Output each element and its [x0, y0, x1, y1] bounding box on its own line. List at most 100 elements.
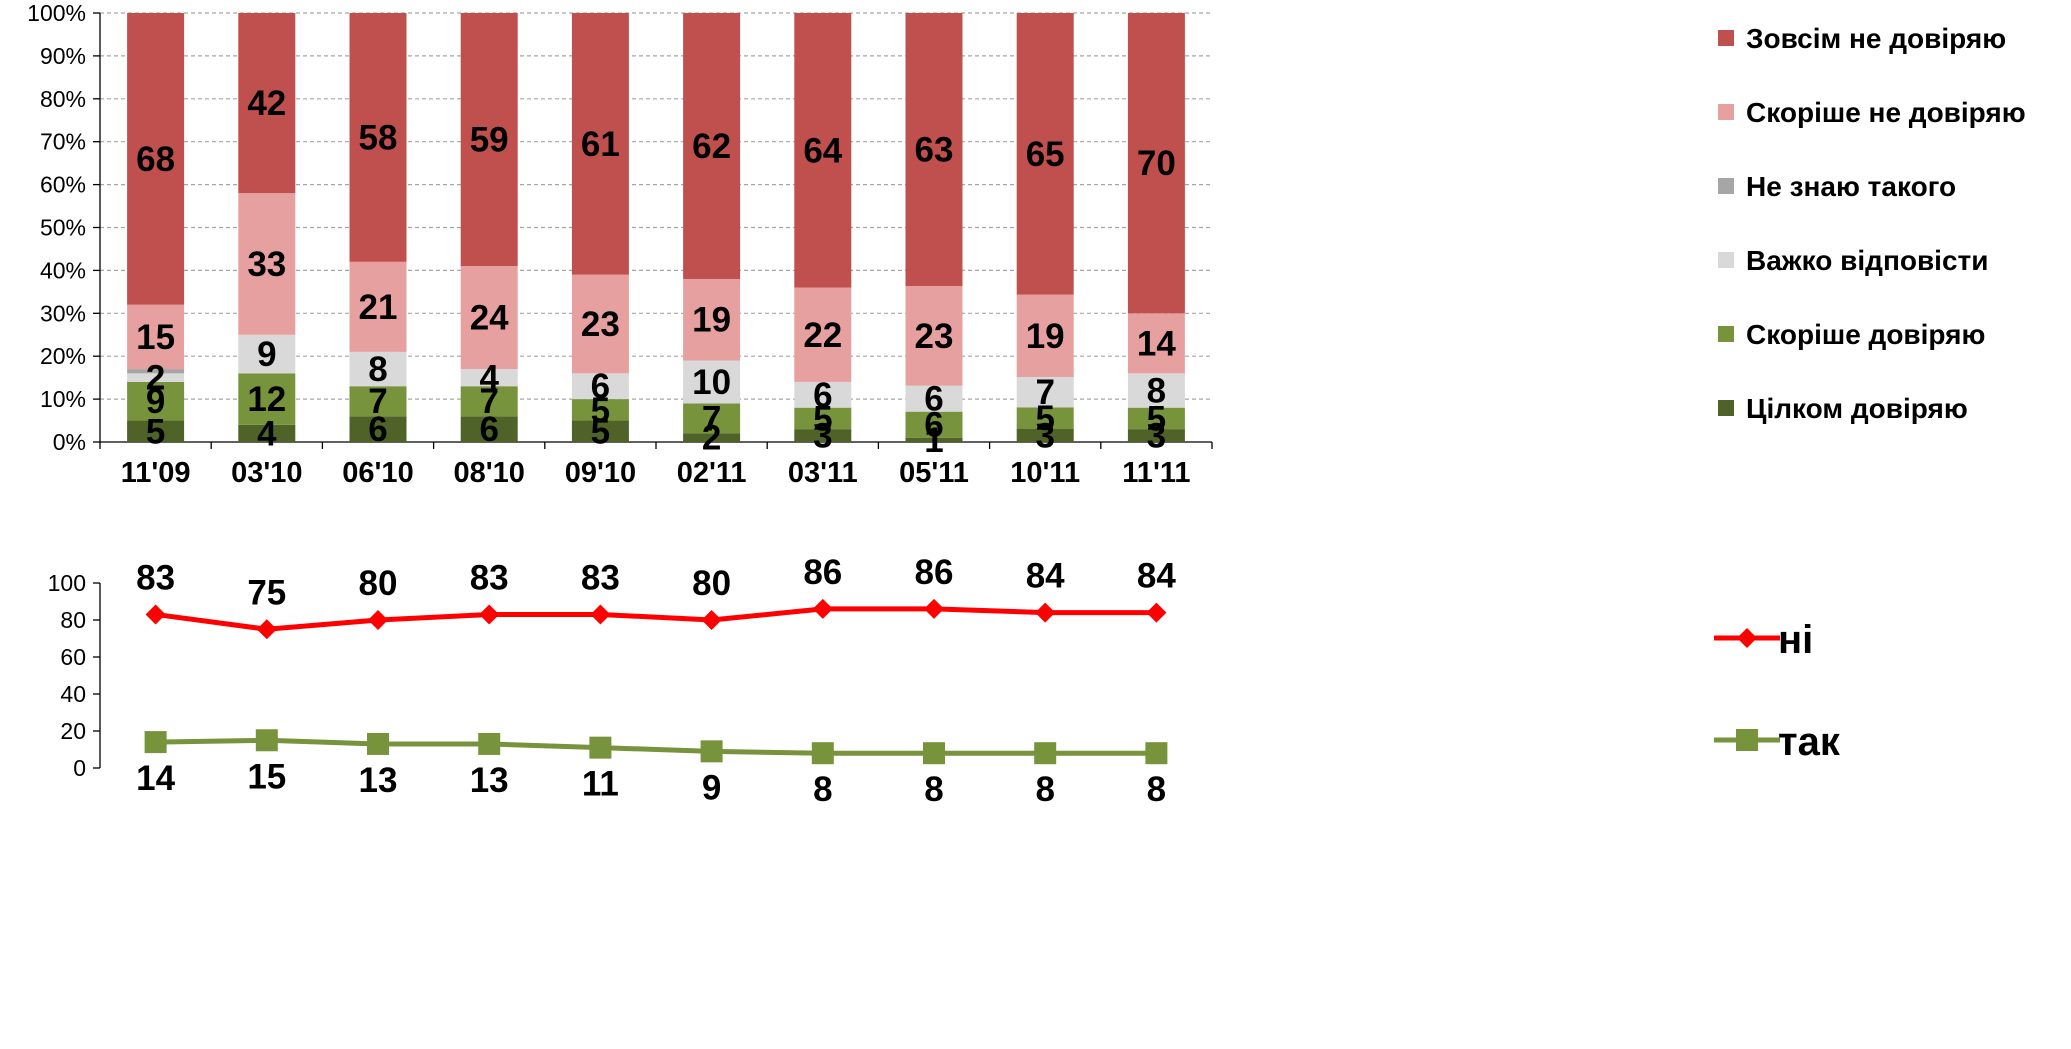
bar-segment	[460, 369, 518, 387]
data-label: 5	[146, 412, 165, 451]
bar-segment	[238, 424, 296, 442]
point-marker	[478, 732, 501, 755]
point-label: 84	[1026, 557, 1065, 596]
point-label: 80	[692, 564, 731, 603]
line-data-labels: 83 75 80 83 83 80 86 86 84 84 14 15 13 13 11 9 8 8 8 8	[136, 553, 1176, 809]
data-label: 7	[702, 399, 721, 438]
legend-swatch	[1718, 104, 1734, 120]
bar-segment	[1127, 13, 1185, 314]
point-marker	[1035, 602, 1056, 623]
data-label: 2	[702, 419, 721, 458]
point-label: 11	[582, 765, 619, 804]
x-tick-label: 03'11	[788, 457, 858, 489]
point-marker	[1145, 742, 1168, 765]
legend-swatch	[1718, 326, 1734, 342]
legend: Зовсім не довіряю Скоріше не довіряю Не зн…	[1718, 23, 2026, 424]
data-label: 6	[368, 410, 387, 449]
legend-label: Зовсім не довіряю	[1746, 23, 2006, 54]
bar-segment	[238, 13, 296, 194]
bar-segment	[238, 373, 296, 425]
legend-label: Цілком довіряю	[1746, 393, 1968, 424]
x-tick-label: 09'10	[565, 457, 636, 489]
data-label: 7	[1035, 373, 1054, 412]
bar-segment	[349, 13, 407, 262]
legend-label: так	[1778, 720, 1841, 764]
point-label: 9	[702, 768, 721, 807]
data-label: 70	[1137, 144, 1176, 183]
point-label: 80	[359, 564, 398, 603]
y-tick-label: 30%	[40, 300, 86, 326]
bar-segment	[1127, 373, 1185, 408]
series-line	[155, 606, 1157, 632]
data-label: 24	[470, 299, 509, 338]
data-label: 2	[146, 359, 165, 398]
bar-segment	[1016, 294, 1074, 377]
y-tick-label: 50%	[40, 215, 86, 241]
x-tick-label: 08'10	[453, 457, 524, 489]
data-label: 21	[359, 288, 398, 327]
bar-segment	[127, 304, 185, 370]
x-tick-label: 11'09	[121, 457, 191, 489]
point-label: 14	[136, 759, 175, 798]
data-label: 7	[479, 382, 498, 421]
point-marker	[255, 729, 278, 752]
data-label: 19	[692, 301, 731, 340]
data-label: 5	[813, 399, 832, 438]
data-label: 3	[1147, 417, 1166, 456]
bar-segment	[905, 385, 963, 412]
point-marker	[1146, 602, 1167, 623]
bar-segment	[1127, 407, 1185, 430]
point-label: 86	[803, 553, 842, 592]
y-tick-label: 60	[60, 644, 86, 670]
bar-segment	[905, 13, 963, 286]
x-tick-label: 02'11	[677, 457, 747, 489]
line-axes: 0 20 40 60 80 100	[48, 570, 101, 781]
data-label: 3	[813, 417, 832, 456]
axes: 0% 10% 20% 30% 40% 50% 60% 70% 80% 90% 100% 11'09 03…	[27, 0, 1213, 489]
data-label: 6	[924, 406, 943, 445]
y-tick-label: 70%	[40, 129, 86, 155]
bar-segment	[905, 286, 963, 386]
data-label: 62	[692, 127, 731, 166]
bar-segment	[794, 13, 852, 288]
point-label: 8	[924, 770, 943, 809]
point-label: 8	[813, 770, 832, 809]
bar-segment	[683, 13, 741, 279]
bar-segment	[349, 351, 407, 387]
data-labels: 5921568412933426782158674245955623612710…	[136, 84, 1176, 460]
point-label: 83	[581, 558, 620, 597]
legend-label: Скоріше довіряю	[1746, 319, 1985, 350]
bar-segment	[460, 13, 518, 267]
bar-segment	[683, 360, 741, 404]
point-marker	[367, 732, 389, 755]
data-label: 5	[591, 412, 610, 451]
bar-segment	[238, 334, 296, 374]
point-label: 84	[1137, 557, 1176, 596]
point-label: 83	[470, 558, 509, 597]
bar-segment	[127, 13, 185, 305]
y-tick-label: 0%	[53, 429, 86, 455]
data-label: 61	[581, 125, 620, 164]
point-marker	[1736, 729, 1758, 751]
point-marker	[256, 619, 277, 640]
data-label: 4	[257, 414, 277, 453]
y-tick-label: 100	[48, 570, 86, 596]
bar-segment	[127, 420, 185, 442]
data-label: 9	[257, 335, 276, 374]
bars	[127, 13, 1185, 442]
bar-segment	[794, 407, 852, 430]
bar-segment	[683, 403, 741, 434]
y-tick-label: 20%	[40, 343, 86, 369]
bar-segment	[905, 437, 963, 442]
legend-label: Не знаю такого	[1746, 171, 1956, 202]
x-tick-label: 03'10	[231, 457, 302, 489]
point-marker	[924, 598, 944, 619]
bar-segment	[1016, 13, 1074, 295]
bar-segment	[905, 411, 963, 438]
data-label: 6	[591, 367, 610, 406]
point-label: 83	[136, 558, 175, 597]
data-label: 5	[1035, 399, 1054, 438]
point-marker	[923, 742, 945, 765]
series-line	[155, 737, 1157, 756]
